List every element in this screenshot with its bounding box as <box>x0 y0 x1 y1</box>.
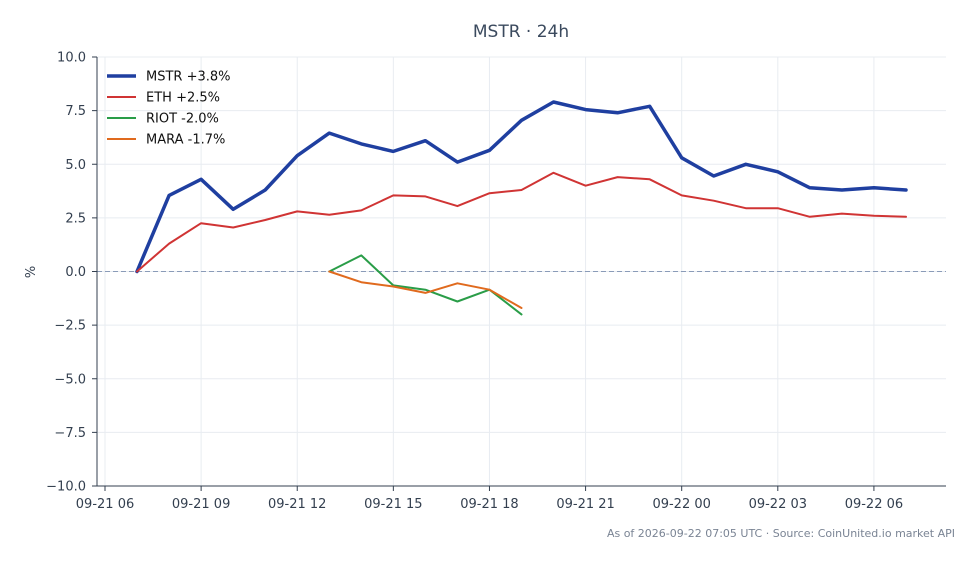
legend-label-eth: ETH +2.5% <box>146 91 220 106</box>
x-tick-label: 09-21 06 <box>76 497 134 512</box>
legend-label-mstr: MSTR +3.8% <box>146 70 231 85</box>
series-line-eth <box>136 171 907 273</box>
series-line-mara <box>328 270 523 309</box>
legend-label-mara: MARA -1.7% <box>146 133 225 148</box>
x-tick-label: 09-21 21 <box>556 497 614 512</box>
y-tick-label: −2.5 <box>54 319 86 334</box>
x-tick-label: 09-22 06 <box>845 497 903 512</box>
y-tick-label: 2.5 <box>65 211 86 226</box>
y-tick-label: 7.5 <box>65 104 86 119</box>
y-tick-label: −5.0 <box>54 372 86 387</box>
x-tick-label: 09-22 03 <box>749 497 807 512</box>
chart-title: MSTR · 24h <box>473 22 569 42</box>
series-lines <box>135 100 908 316</box>
y-tick-label: −10.0 <box>46 480 86 495</box>
x-tick-label: 09-21 18 <box>460 497 518 512</box>
x-axis-ticks: 09-21 06 09-21 09 09-21 12 09-21 15 09-21 18… <box>76 486 903 512</box>
legend: MSTR +3.8% ETH +2.5% RIOT -2.0% MARA -1.7% <box>107 70 231 148</box>
y-axis-ticks: 10.0 7.5 5.0 2.5 0.0 −2.5 −5.0 −7.5 −10.0 <box>46 51 97 495</box>
source-footer: As of 2026-09-22 07:05 UTC · Source: Coi… <box>607 527 955 540</box>
y-axis-label: % <box>24 266 39 278</box>
y-tick-label: −7.5 <box>54 426 86 441</box>
y-tick-label: 10.0 <box>57 51 86 66</box>
x-tick-label: 09-21 12 <box>268 497 326 512</box>
y-tick-label: 0.0 <box>65 265 86 280</box>
x-tick-label: 09-22 00 <box>652 497 710 512</box>
y-tick-label: 5.0 <box>65 158 86 173</box>
x-tick-label: 09-21 09 <box>172 497 230 512</box>
legend-label-riot: RIOT -2.0% <box>146 112 219 127</box>
series-line-mstr <box>135 100 908 274</box>
x-tick-label: 09-21 15 <box>364 497 422 512</box>
